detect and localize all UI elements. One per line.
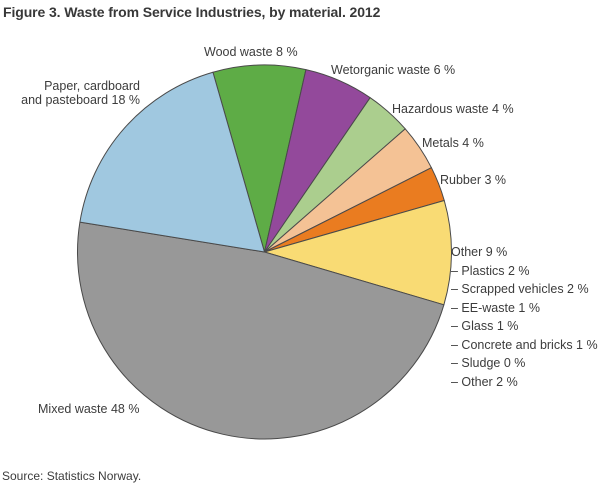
slice-label-rubber: Rubber 3 % xyxy=(440,173,507,187)
pie-slice-wood-waste xyxy=(212,64,307,253)
slice-label-metals: Metals 4 % xyxy=(422,136,484,150)
slice-label-other-title: Other 9 % xyxy=(451,245,508,259)
slice-label-wetorganic-waste: Wetorganic waste 6 % xyxy=(331,63,456,77)
other-breakdown-item: – Concrete and bricks 1 % xyxy=(451,337,598,352)
pie-slice-mixed-waste xyxy=(77,221,445,440)
slice-label-paper-line1: Paper, cardboard xyxy=(44,79,140,93)
slice-label-paper-cardboard: Paper, cardboard and pasteboard 18 % xyxy=(0,79,140,107)
slice-label-mixed-waste: Mixed waste 48 % xyxy=(38,402,140,416)
slice-label-wood-waste: Wood waste 8 % xyxy=(204,45,298,59)
other-breakdown-list: – Plastics 2 % – Scrapped vehicles 2 % – E… xyxy=(451,262,598,392)
other-breakdown-item: – Plastics 2 % xyxy=(451,263,530,278)
source-note: Source: Statistics Norway. xyxy=(2,469,142,483)
slice-label-paper-line2: and pasteboard 18 % xyxy=(21,93,140,107)
other-breakdown-item: – EE-waste 1 % xyxy=(451,300,540,315)
other-breakdown-item: – Glass 1 % xyxy=(451,319,519,333)
pie-slice-paper-cardboard-and-pasteboard xyxy=(79,71,265,253)
slice-label-other-block: Other 9 % – Plastics 2 % – Scrapped vehic… xyxy=(451,243,598,391)
figure-title: Figure 3. Waste from Service Industries,… xyxy=(3,4,381,20)
slice-label-hazardous-waste: Hazardous waste 4 % xyxy=(392,102,514,116)
other-breakdown-item: – Sludge 0 % xyxy=(451,356,526,370)
pie-slice-other xyxy=(264,199,452,306)
other-breakdown-item: – Scrapped vehicles 2 % xyxy=(451,282,589,296)
other-breakdown-item: – Other 2 % xyxy=(451,374,518,389)
